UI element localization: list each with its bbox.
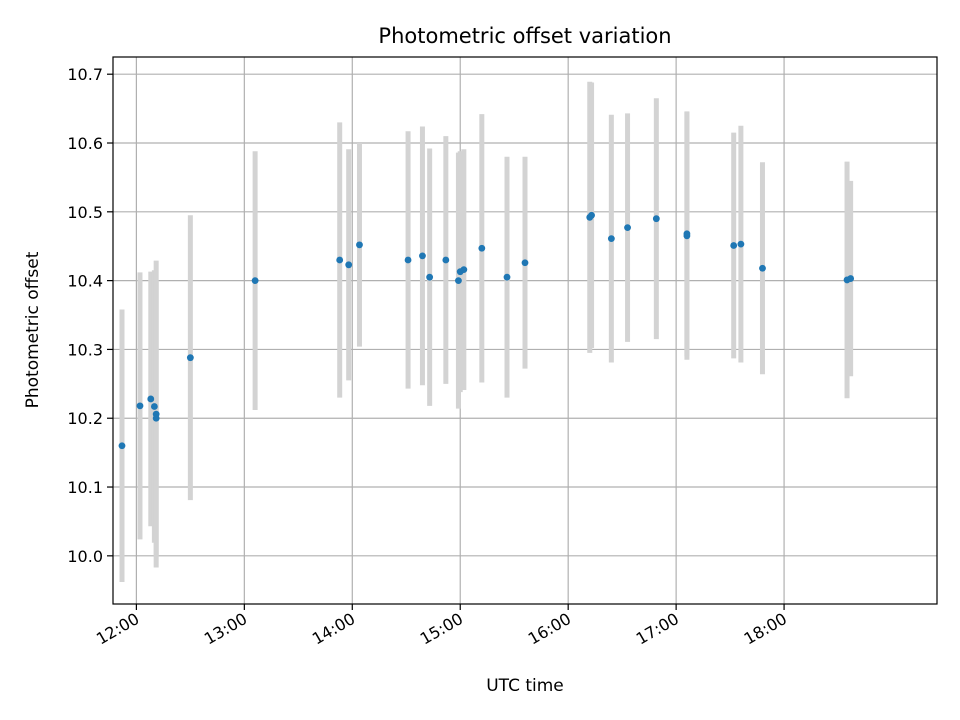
y-tick-label: 10.4 <box>67 272 103 291</box>
y-tick-label: 10.0 <box>67 547 103 566</box>
y-tick-label: 10.3 <box>67 340 103 359</box>
data-point <box>607 235 615 243</box>
y-axis-label: Photometric offset <box>23 251 43 408</box>
data-point <box>759 264 766 272</box>
data-point <box>478 244 486 252</box>
y-tick-label: 10.6 <box>67 134 103 153</box>
y-tick-label: 10.7 <box>67 65 103 84</box>
data-point <box>588 211 595 219</box>
chart-title: Photometric offset variation <box>378 24 671 48</box>
data-point <box>442 256 450 264</box>
y-axis: 10.0 10.1 10.2 10.3 10.4 10.5 10.6 10.7 <box>67 65 113 566</box>
plot-frame <box>112 56 938 605</box>
data-point <box>455 277 462 285</box>
data-point <box>118 442 126 450</box>
data-point <box>426 273 434 281</box>
data-point <box>460 266 468 274</box>
data-point <box>730 242 738 249</box>
data-point <box>624 224 631 232</box>
data-point <box>683 230 691 238</box>
data-point <box>136 402 144 410</box>
data-points <box>118 211 855 450</box>
data-point <box>503 273 511 281</box>
y-tick-label: 10.2 <box>67 409 103 428</box>
data-point <box>404 256 412 264</box>
data-point <box>186 354 194 362</box>
data-point <box>150 403 158 410</box>
data-point <box>152 414 160 422</box>
data-point <box>147 395 155 403</box>
data-point <box>251 277 259 285</box>
x-axis-label: UTC time <box>486 676 564 696</box>
data-point <box>737 240 745 248</box>
data-point <box>652 215 660 223</box>
y-tick-label: 10.5 <box>67 203 103 222</box>
data-point <box>521 259 529 267</box>
data-point <box>356 241 363 249</box>
data-point <box>345 261 353 269</box>
y-tick-label: 10.1 <box>67 478 103 497</box>
data-point <box>419 252 426 260</box>
data-point <box>847 275 855 282</box>
data-point <box>336 256 344 264</box>
